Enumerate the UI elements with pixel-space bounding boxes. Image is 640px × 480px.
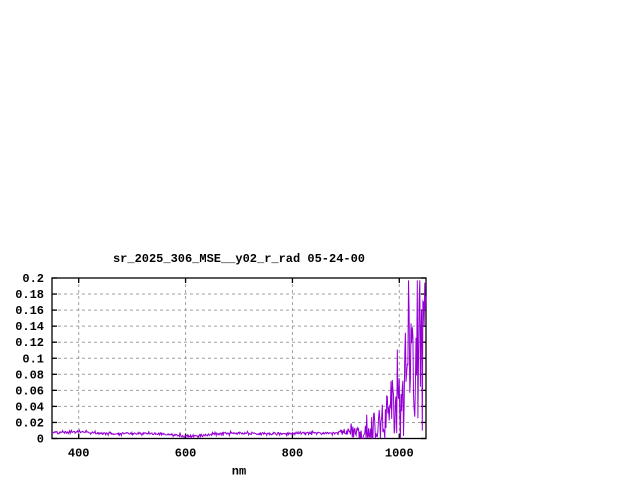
svg-text:0.2: 0.2 <box>22 272 44 286</box>
svg-text:0.12: 0.12 <box>15 336 44 350</box>
svg-text:1000: 1000 <box>385 447 414 461</box>
svg-text:sr_2025_306_MSE__y02_r_rad 05-: sr_2025_306_MSE__y02_r_rad 05-24-00 <box>113 252 365 266</box>
svg-text:600: 600 <box>175 447 197 461</box>
svg-text:0: 0 <box>37 433 44 447</box>
svg-text:0.18: 0.18 <box>15 288 44 302</box>
svg-text:0.14: 0.14 <box>15 320 44 334</box>
svg-text:0.08: 0.08 <box>15 368 44 382</box>
svg-text:400: 400 <box>68 447 90 461</box>
svg-text:0.1: 0.1 <box>22 352 44 366</box>
svg-text:0.16: 0.16 <box>15 304 44 318</box>
svg-text:nm: nm <box>232 465 246 479</box>
svg-text:0.04: 0.04 <box>15 400 44 414</box>
svg-text:0.02: 0.02 <box>15 416 44 430</box>
svg-text:0.06: 0.06 <box>15 384 44 398</box>
svg-text:800: 800 <box>282 447 304 461</box>
